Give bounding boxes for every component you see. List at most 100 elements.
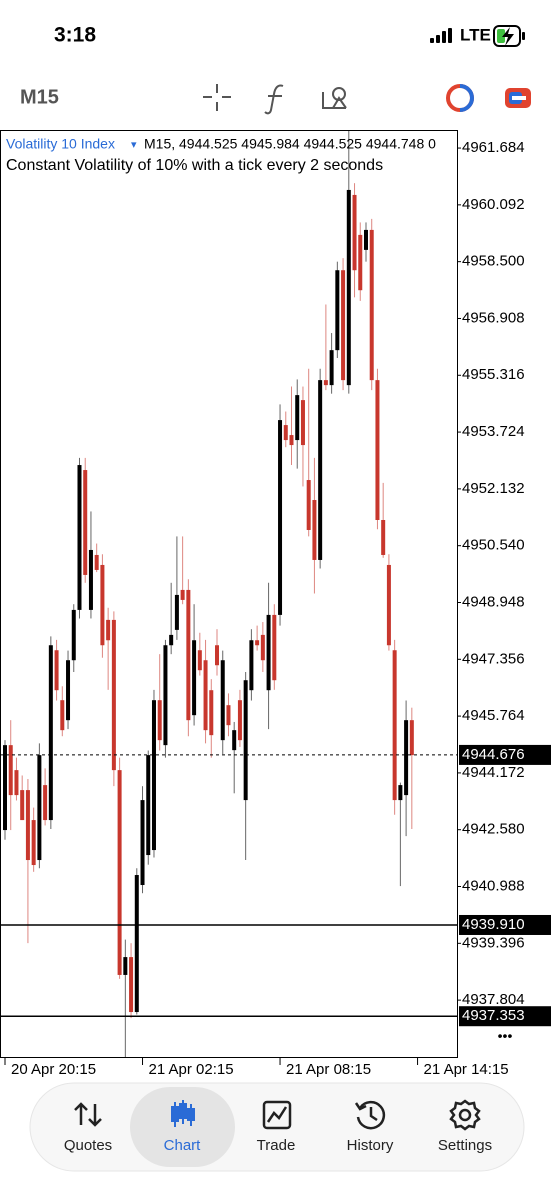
candle-body	[232, 730, 237, 751]
y-tick-label: 4940.988	[462, 877, 525, 894]
current-price-label: 4944.676	[462, 746, 525, 763]
battery-icon	[493, 25, 525, 47]
candle-body	[66, 660, 71, 721]
candle-body	[283, 425, 288, 441]
candle-body	[346, 189, 351, 386]
candle-body	[94, 554, 99, 570]
candle-body	[140, 800, 145, 886]
y-tick-label: 4945.764	[462, 707, 525, 724]
candle-body	[54, 650, 59, 691]
level-box	[459, 914, 551, 935]
candle-body	[48, 645, 53, 821]
settings-icon	[449, 1099, 481, 1131]
candle-body	[272, 614, 277, 681]
candle-body	[169, 634, 174, 646]
symbol-menu[interactable]: ▾	[131, 139, 137, 151]
candle-body	[209, 690, 214, 736]
x-tick-label: 20 Apr 20:15	[11, 1061, 96, 1078]
objects-button[interactable]	[322, 87, 347, 109]
indicators-button[interactable]	[264, 84, 284, 115]
candle-body	[60, 700, 65, 731]
history-icon	[354, 1100, 386, 1130]
candle-body	[318, 380, 323, 560]
tab-label[interactable]: Trade	[257, 1137, 296, 1154]
candle-body	[312, 500, 317, 560]
candle-body	[295, 395, 300, 441]
candle-body	[255, 640, 260, 646]
y-tick-label: 4942.580	[462, 821, 525, 838]
y-tick-label: 4947.356	[462, 650, 525, 667]
y-tick-label: 4961.684	[462, 139, 525, 156]
candle-body	[386, 564, 391, 646]
chart-icon	[171, 1100, 195, 1127]
y-tick-label: 4944.172	[462, 764, 525, 781]
quick-trade-button[interactable]	[446, 84, 474, 112]
level-label: 4937.353	[462, 1007, 525, 1024]
symbol-name[interactable]: Volatility 10 Index	[6, 136, 115, 152]
candle-body	[300, 400, 305, 446]
current-price-box	[459, 744, 551, 765]
candle-body	[106, 619, 111, 641]
candle-body	[249, 640, 254, 691]
tab-label[interactable]: Chart	[164, 1137, 202, 1154]
x-tick-label: 21 Apr 14:15	[424, 1061, 509, 1078]
tab-label[interactable]: Settings	[438, 1137, 492, 1154]
candle-body	[111, 619, 116, 771]
candle-body	[289, 435, 294, 446]
more-button[interactable]: •••	[498, 1028, 513, 1044]
tab-label[interactable]: Quotes	[64, 1137, 112, 1154]
y-tick-label: 4956.908	[462, 309, 525, 326]
candle-body	[203, 660, 208, 731]
chart-subtitle: Constant Volatility of 10% with a tick e…	[6, 157, 383, 174]
candle-body	[163, 645, 168, 746]
candle-body	[117, 770, 122, 975]
candle-body	[278, 420, 283, 615]
y-tick-label: 4950.540	[462, 537, 525, 554]
signal-icon	[430, 28, 452, 43]
candle-body	[20, 790, 25, 821]
candle-body	[243, 680, 248, 801]
y-tick-label: 4958.500	[462, 253, 525, 270]
candle-body	[392, 650, 397, 801]
candle-body	[226, 705, 231, 726]
y-tick-label: 4948.948	[462, 593, 525, 610]
candle-body	[404, 720, 409, 796]
candle-body	[306, 480, 311, 530]
candle-body	[197, 650, 202, 671]
candle-body	[215, 645, 220, 666]
network-label: LTE	[460, 25, 491, 44]
candle-body	[14, 770, 19, 796]
candle-body	[43, 785, 48, 821]
y-tick-label: 4955.316	[462, 366, 525, 383]
candle-body	[192, 640, 197, 716]
y-tick-label: 4939.396	[462, 934, 525, 951]
candle-body	[25, 790, 30, 861]
accounts-button[interactable]	[505, 88, 531, 108]
tab-label[interactable]: History	[347, 1137, 394, 1154]
candle-body	[186, 589, 191, 721]
trade-icon	[262, 1100, 292, 1130]
candle-body	[123, 957, 128, 975]
candle-body	[375, 380, 380, 520]
level-label: 4939.910	[462, 916, 525, 933]
timeframe-button[interactable]: M15	[20, 86, 59, 108]
candle-body	[352, 194, 357, 271]
level-box	[459, 1006, 551, 1027]
active-tab-pill	[130, 1087, 235, 1167]
crosshair-button[interactable]	[203, 84, 231, 111]
candle-body	[157, 700, 162, 741]
candle-body	[77, 465, 82, 610]
candle-body	[363, 229, 368, 250]
candle-body	[8, 745, 13, 796]
candle-body	[129, 957, 134, 1013]
candle-body	[134, 875, 139, 1013]
candle-body	[3, 745, 7, 831]
candle-body	[83, 470, 88, 575]
candle-body	[358, 234, 363, 291]
candle-body	[31, 820, 36, 866]
ohlc-info: M15, 4944.525 4945.984 4944.525 4944.748…	[144, 136, 436, 152]
chart-frame	[0, 130, 458, 1058]
chart-plot	[3, 130, 414, 1057]
candle-body	[398, 785, 403, 801]
